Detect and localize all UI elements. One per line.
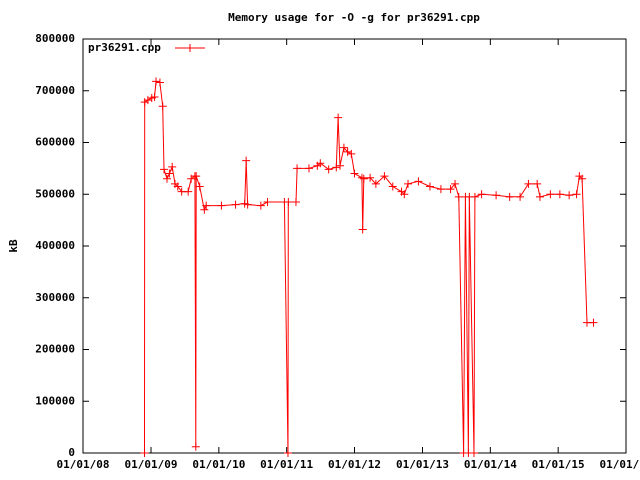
x-tick-label: 01/01/13 — [396, 458, 449, 471]
data-point — [451, 179, 460, 188]
legend-label: pr36291.cpp — [88, 41, 161, 54]
data-point — [191, 442, 200, 451]
data-point — [371, 179, 380, 188]
data-point — [400, 190, 409, 199]
data-point — [165, 169, 174, 178]
data-point — [425, 182, 434, 191]
data-point — [168, 162, 177, 171]
data-point — [334, 113, 343, 122]
data-point — [231, 200, 240, 209]
data-point — [150, 92, 159, 101]
data-point — [256, 201, 265, 210]
data-point — [350, 169, 359, 178]
data-point — [565, 191, 574, 200]
data-point — [404, 179, 413, 188]
data-point — [155, 78, 164, 87]
data-point — [324, 165, 333, 174]
data-point — [152, 77, 161, 86]
data-point — [436, 185, 445, 194]
data-point — [336, 161, 345, 170]
x-tick-label: 01/01/15 — [532, 458, 585, 471]
data-point — [162, 174, 171, 183]
y-tick-label: 400000 — [35, 239, 75, 252]
data-point — [446, 185, 455, 194]
data-point — [316, 159, 325, 168]
data-point — [357, 173, 366, 182]
data-point — [359, 174, 368, 183]
y-tick-label: 500000 — [35, 187, 75, 200]
data-point — [524, 179, 533, 188]
data-point — [535, 192, 544, 201]
data-point — [469, 449, 478, 457]
data-point — [158, 102, 167, 111]
y-tick-label: 600000 — [35, 136, 75, 149]
data-point — [293, 164, 302, 173]
y-tick-label: 800000 — [35, 32, 75, 45]
x-tick-label: 01/01/11 — [260, 458, 313, 471]
data-point — [533, 179, 542, 188]
x-tick-label: 01/01/12 — [328, 458, 381, 471]
data-point — [343, 147, 352, 156]
data-point — [173, 182, 182, 191]
data-point — [414, 177, 423, 186]
y-axis-label: kB — [7, 239, 20, 253]
data-point — [388, 182, 397, 191]
data-point — [492, 191, 501, 200]
data-point — [578, 174, 587, 183]
data-point — [263, 198, 272, 207]
data-point — [195, 182, 204, 191]
data-point — [358, 225, 367, 234]
y-tick-label: 200000 — [35, 343, 75, 356]
data-line — [144, 80, 594, 454]
data-point — [184, 187, 193, 196]
data-point — [332, 163, 341, 172]
data-point — [347, 149, 356, 158]
chart-title: Memory usage for -O -g for pr36291.cpp — [228, 11, 480, 24]
data-point — [572, 190, 581, 199]
data-point — [202, 201, 211, 210]
y-tick-label: 100000 — [35, 394, 75, 407]
x-tick-label: 01/01/16 — [600, 458, 640, 471]
x-tick-label: 01/01/08 — [57, 458, 110, 471]
legend-swatch — [175, 44, 205, 52]
x-tick-label: 01/01/10 — [192, 458, 245, 471]
data-point — [284, 198, 293, 207]
data-point — [242, 156, 251, 165]
x-tick-label: 01/01/14 — [464, 458, 517, 471]
data-point — [291, 198, 300, 207]
data-point — [555, 190, 564, 199]
data-point — [140, 449, 149, 457]
data-point — [304, 164, 313, 173]
data-point — [200, 205, 209, 214]
data-point — [516, 192, 525, 201]
y-tick-label: 0 — [68, 446, 75, 459]
data-point — [505, 192, 514, 201]
y-tick-label: 300000 — [35, 291, 75, 304]
data-point — [160, 165, 169, 174]
data-point — [546, 190, 555, 199]
data-point — [477, 190, 486, 199]
plot-frame — [82, 38, 627, 454]
data-point — [283, 449, 292, 457]
x-tick-label: 01/01/09 — [125, 458, 178, 471]
data-point — [339, 143, 348, 152]
data-point — [143, 96, 152, 105]
y-tick-label: 700000 — [35, 84, 75, 97]
data-point — [454, 192, 463, 201]
data-point — [243, 200, 252, 209]
data-point — [470, 192, 479, 201]
data-point — [366, 173, 375, 182]
data-point — [380, 172, 389, 181]
data-point — [217, 201, 226, 210]
data-point — [192, 172, 201, 181]
data-point — [589, 318, 598, 327]
